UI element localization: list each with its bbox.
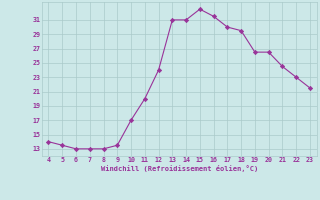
X-axis label: Windchill (Refroidissement éolien,°C): Windchill (Refroidissement éolien,°C) — [100, 165, 258, 172]
